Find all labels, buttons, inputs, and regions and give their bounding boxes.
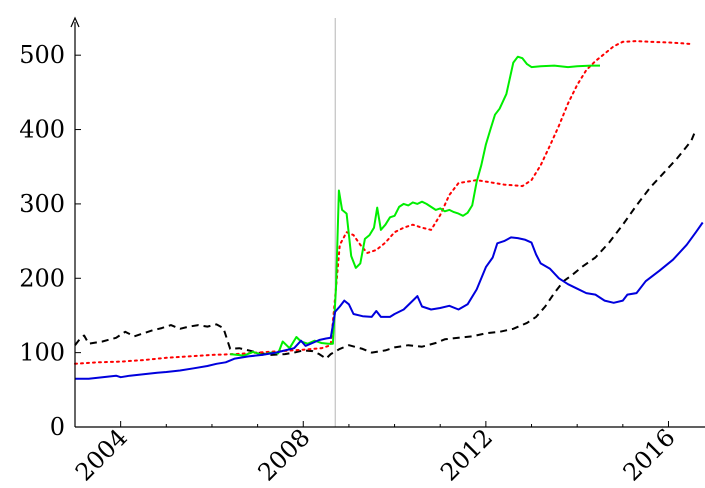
series-layer xyxy=(74,40,704,380)
series-line-2 xyxy=(74,40,693,365)
series-line-3 xyxy=(230,55,600,357)
y-tick-label-300: 300 xyxy=(19,190,65,218)
y-tick-label-500: 500 xyxy=(19,41,65,69)
y-tick-label-0: 0 xyxy=(50,413,65,441)
x-tick-label-2008: 2008 xyxy=(253,423,316,486)
y-axis-arrow xyxy=(70,16,80,28)
x-tick-label-2016: 2016 xyxy=(618,423,681,486)
x-tick-label-2012: 2012 xyxy=(435,423,498,486)
y-tick-label-400: 400 xyxy=(19,116,65,144)
y-tick-label-100: 100 xyxy=(19,339,65,367)
series-line-1 xyxy=(74,129,697,360)
series-line-4 xyxy=(75,221,704,380)
x-tick-label-2004: 2004 xyxy=(70,423,133,486)
y-tick-label-200: 200 xyxy=(19,264,65,292)
